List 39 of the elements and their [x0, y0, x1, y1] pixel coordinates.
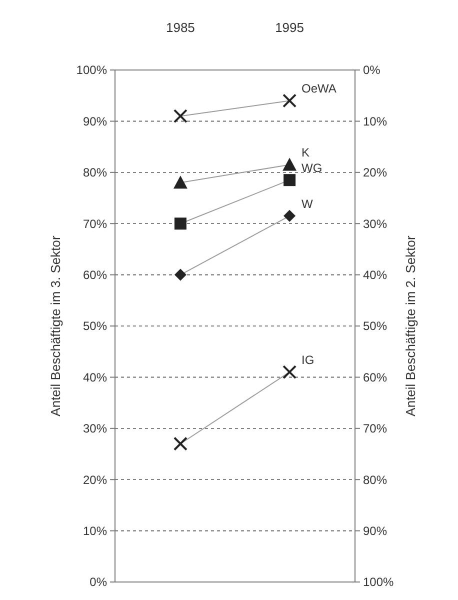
y2-tick-label: 30%: [363, 216, 388, 231]
y-tick-label: 40%: [82, 370, 108, 384]
point: [284, 210, 296, 222]
point: [174, 218, 186, 230]
series-label: W: [302, 196, 314, 211]
y2-tick-label: 80%: [363, 472, 388, 487]
series-label: K: [302, 146, 310, 160]
y-tick-label: 70%: [82, 216, 108, 231]
y2-tick-label: 50%: [363, 319, 388, 334]
y2-axis-title: Anteil Beschäftigte im 2. Sektor: [403, 235, 418, 416]
y2-tick-label: 0%: [363, 63, 381, 78]
x-tick-label: 1995: [275, 20, 304, 35]
y2-tick-label: 100%: [363, 575, 394, 590]
y-tick-label: 50%: [82, 319, 108, 334]
y-tick-label: 90%: [82, 114, 108, 128]
y-tick-label: 10%: [82, 524, 108, 538]
point: [282, 94, 297, 108]
y-axis-title: Anteil Beschäftigte im 3. Sektor: [48, 235, 63, 416]
y-tick-label: 30%: [82, 422, 108, 436]
x-tick-label: 1985: [166, 20, 195, 35]
y2-tick-label: 90%: [363, 524, 388, 538]
y-tick-label: 20%: [82, 472, 108, 487]
y2-tick-label: 10%: [363, 114, 388, 128]
y-tick-label: 100%: [76, 63, 108, 78]
series-label: OeWA: [302, 82, 336, 96]
point: [174, 268, 186, 281]
series-label: IG: [302, 353, 314, 368]
point: [173, 109, 188, 124]
y2-tick-label: 60%: [363, 370, 388, 384]
y-tick-label: 60%: [82, 268, 108, 282]
y-tick-label: 0%: [90, 575, 108, 590]
point: [173, 436, 188, 451]
point: [284, 174, 296, 186]
y2-tick-label: 70%: [363, 422, 388, 436]
y2-tick-label: 20%: [363, 166, 388, 180]
point: [282, 365, 297, 380]
y2-tick-label: 40%: [363, 268, 388, 282]
y-tick-label: 80%: [82, 166, 108, 180]
series-label: WG: [302, 161, 322, 176]
